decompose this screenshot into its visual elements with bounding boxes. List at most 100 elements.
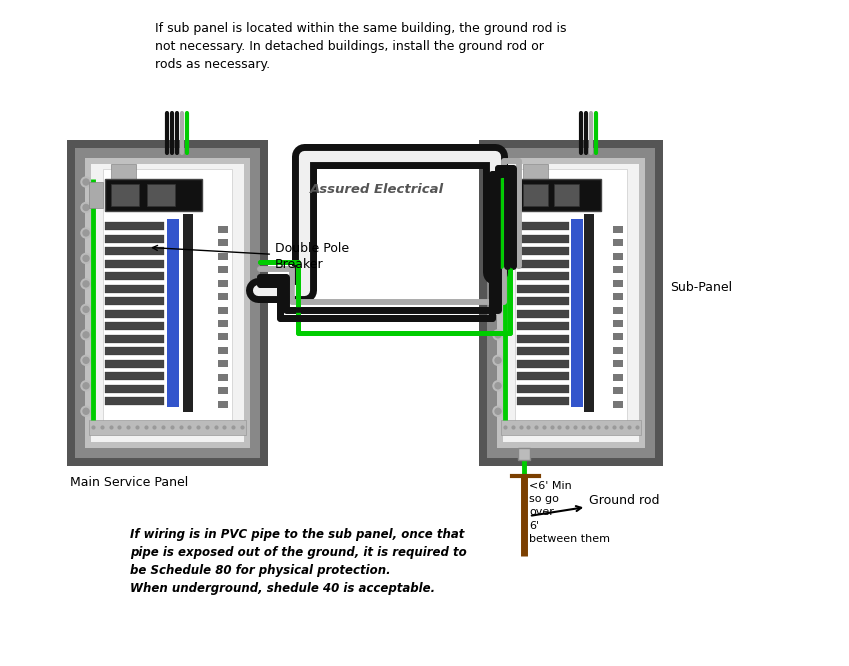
Bar xyxy=(613,360,623,367)
Bar xyxy=(91,164,244,442)
Bar xyxy=(613,280,623,287)
Bar xyxy=(503,164,639,442)
Bar xyxy=(218,306,228,314)
Circle shape xyxy=(81,279,91,289)
Bar xyxy=(218,334,228,340)
Circle shape xyxy=(81,356,91,366)
Circle shape xyxy=(83,256,89,262)
Bar xyxy=(218,360,228,367)
Bar xyxy=(501,420,641,435)
Bar xyxy=(613,266,623,273)
Bar xyxy=(613,320,623,327)
Circle shape xyxy=(83,383,89,389)
Bar xyxy=(105,385,165,393)
Bar xyxy=(613,400,623,408)
Bar xyxy=(183,214,193,412)
Bar xyxy=(517,179,601,211)
Circle shape xyxy=(495,383,501,389)
Bar xyxy=(613,240,623,246)
Bar xyxy=(523,184,548,206)
Circle shape xyxy=(81,304,91,314)
Bar xyxy=(517,348,569,356)
Bar xyxy=(613,387,623,394)
Bar xyxy=(105,360,165,368)
Bar xyxy=(517,385,569,393)
Bar xyxy=(501,182,515,208)
Bar xyxy=(105,335,165,343)
Bar xyxy=(487,148,655,458)
Bar xyxy=(613,374,623,381)
Circle shape xyxy=(495,358,501,364)
Bar xyxy=(613,306,623,314)
Circle shape xyxy=(81,381,91,391)
Bar xyxy=(103,169,232,422)
Circle shape xyxy=(81,254,91,264)
Bar xyxy=(218,253,228,260)
Bar xyxy=(554,184,579,206)
Text: If wiring is in PVC pipe to the sub panel, once that
pipe is exposed out of the : If wiring is in PVC pipe to the sub pane… xyxy=(130,528,467,595)
Circle shape xyxy=(495,332,501,338)
Bar xyxy=(518,448,530,460)
Bar xyxy=(105,310,165,318)
Circle shape xyxy=(81,406,91,416)
Bar xyxy=(218,387,228,394)
Bar xyxy=(105,234,165,242)
Bar xyxy=(517,222,569,230)
Bar xyxy=(111,184,139,206)
Circle shape xyxy=(495,230,501,236)
Bar xyxy=(105,222,165,230)
Bar xyxy=(105,247,165,255)
Bar xyxy=(517,260,569,268)
Bar xyxy=(89,182,103,208)
Circle shape xyxy=(83,306,89,312)
Circle shape xyxy=(495,204,501,210)
Bar xyxy=(218,280,228,287)
Circle shape xyxy=(81,177,91,187)
Circle shape xyxy=(493,202,503,212)
Bar xyxy=(105,260,165,268)
Circle shape xyxy=(83,179,89,185)
Bar xyxy=(67,140,268,466)
Bar xyxy=(613,347,623,354)
Bar xyxy=(517,372,569,380)
Circle shape xyxy=(495,256,501,262)
Circle shape xyxy=(81,202,91,212)
Bar xyxy=(613,334,623,340)
Bar xyxy=(517,284,569,292)
Bar xyxy=(517,360,569,368)
Text: <6' Min
so go
over
6'
between them: <6' Min so go over 6' between them xyxy=(529,481,610,544)
Bar xyxy=(218,400,228,408)
Bar xyxy=(515,169,627,422)
Circle shape xyxy=(83,332,89,338)
Bar xyxy=(571,219,583,407)
Circle shape xyxy=(495,306,501,312)
Bar xyxy=(613,253,623,260)
Bar xyxy=(85,158,250,448)
Bar xyxy=(111,164,136,184)
Bar xyxy=(523,164,548,184)
Bar xyxy=(584,214,594,412)
Circle shape xyxy=(83,204,89,210)
Bar xyxy=(517,310,569,318)
Bar xyxy=(105,179,202,211)
Bar xyxy=(218,347,228,354)
Bar xyxy=(613,293,623,300)
Circle shape xyxy=(493,279,503,289)
Circle shape xyxy=(493,228,503,238)
Bar xyxy=(497,158,645,448)
Bar xyxy=(105,398,165,406)
Bar xyxy=(105,272,165,280)
Bar xyxy=(613,226,623,233)
Bar xyxy=(75,148,260,458)
Circle shape xyxy=(495,179,501,185)
Circle shape xyxy=(83,408,89,414)
Bar xyxy=(218,293,228,300)
Bar xyxy=(517,272,569,280)
Text: Assured Electrical: Assured Electrical xyxy=(310,183,444,196)
Circle shape xyxy=(493,330,503,340)
Text: Double Pole
Breaker: Double Pole Breaker xyxy=(153,242,349,270)
Bar xyxy=(89,420,246,435)
Bar xyxy=(517,297,569,305)
Text: If sub panel is located within the same building, the ground rod is
not necessar: If sub panel is located within the same … xyxy=(155,22,566,71)
Text: Ground rod: Ground rod xyxy=(531,494,660,515)
